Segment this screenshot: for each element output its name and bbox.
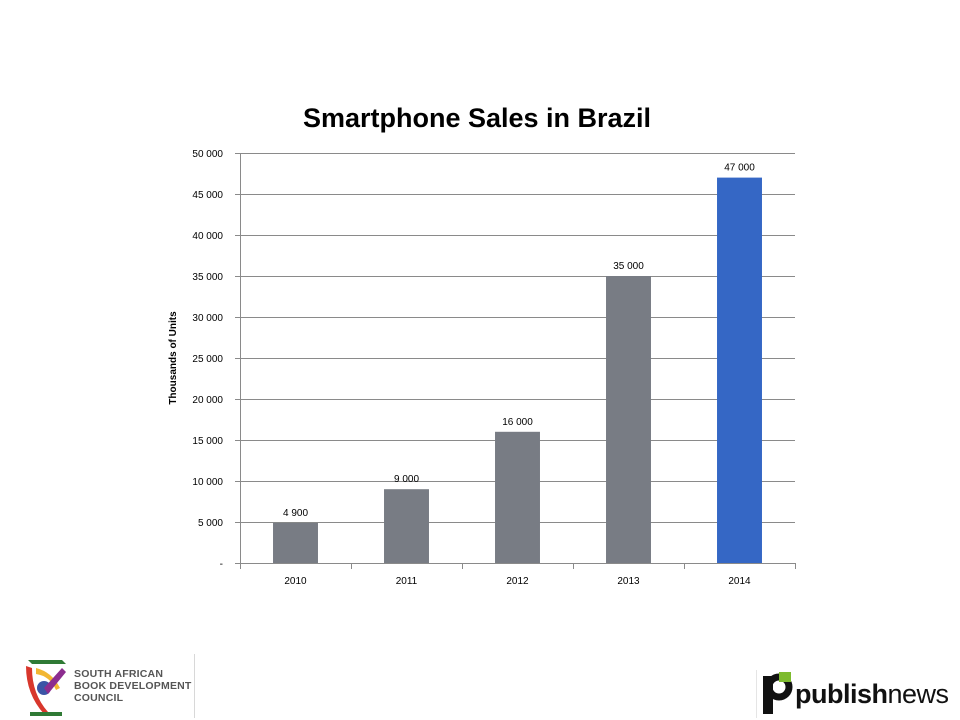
y-tick-label: 10 000 xyxy=(192,477,223,488)
publishnews-logo-icon xyxy=(763,672,793,714)
sabdc-logo-icon xyxy=(26,660,66,716)
axes xyxy=(235,153,796,569)
data-label-2012: 16 000 xyxy=(502,417,533,428)
y-tick-label: 35 000 xyxy=(192,272,223,283)
bar-2012 xyxy=(495,431,540,563)
bar-2013 xyxy=(606,276,651,563)
labels: - 5 000 10 000 15 000 20 000 25 000 30 000 35 0… xyxy=(192,149,755,587)
x-tick-label: 2014 xyxy=(728,576,751,587)
chart-title: Smartphone Sales in Brazil xyxy=(303,103,651,133)
y-tick-label: 20 000 xyxy=(192,395,223,406)
bar-chart: Smartphone Sales in Brazil - 5 000 10 000 1… xyxy=(168,103,796,587)
y-axis-title: Thousands of Units xyxy=(168,311,179,405)
y-tick-label: 15 000 xyxy=(192,436,223,447)
x-tick-label: 2011 xyxy=(396,576,418,587)
y-tick-label: 40 000 xyxy=(192,231,223,242)
x-tick-label: 2010 xyxy=(284,576,307,587)
y-tick-label: - xyxy=(220,559,223,570)
data-label-2011: 9 000 xyxy=(394,474,419,485)
y-tick-label: 30 000 xyxy=(192,313,223,324)
y-tick-label: 45 000 xyxy=(192,190,223,201)
data-label-2014: 47 000 xyxy=(724,163,755,174)
data-label-2010: 4 900 xyxy=(283,508,308,519)
gridlines xyxy=(240,153,795,523)
data-label-2013: 35 000 xyxy=(613,261,644,272)
x-tick-label: 2013 xyxy=(617,576,640,587)
y-tick-label: 50 000 xyxy=(192,149,223,160)
publishnews-logo: publishnews xyxy=(756,670,949,718)
publishnews-wordmark: publishnews xyxy=(795,678,949,709)
y-tick-label: 25 000 xyxy=(192,354,223,365)
bar-2010 xyxy=(273,522,318,563)
bar-2011 xyxy=(384,489,429,563)
x-tick-label: 2012 xyxy=(506,576,529,587)
y-tick-label: 5 000 xyxy=(198,518,223,529)
bar-2014 xyxy=(717,177,762,563)
sabdc-logo: SOUTH AFRICAN BOOK DEVELOPMENT COUNCIL xyxy=(22,654,195,718)
bars xyxy=(273,177,762,563)
sabdc-logo-text: SOUTH AFRICAN BOOK DEVELOPMENT COUNCIL xyxy=(74,668,192,704)
